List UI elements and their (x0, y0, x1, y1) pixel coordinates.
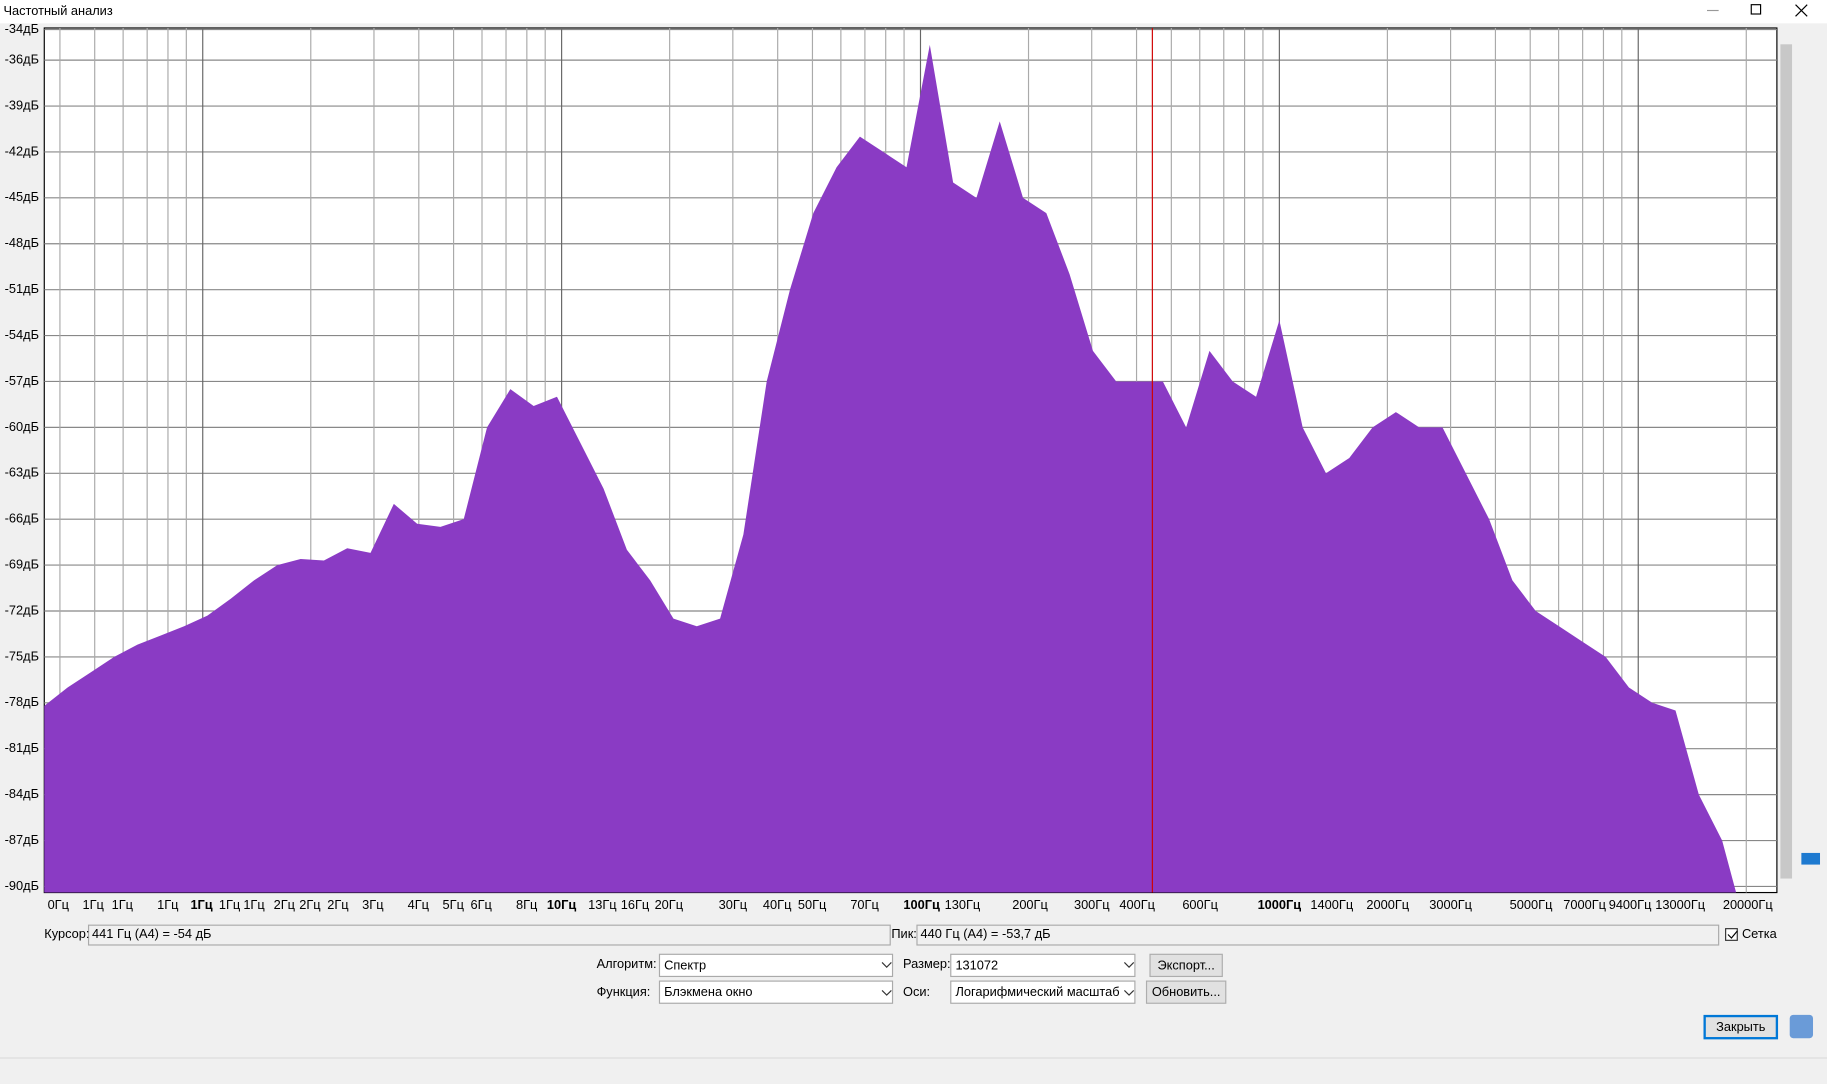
y-tick-label: -90дБ (5, 878, 39, 893)
title-bar (0, 0, 1827, 24)
x-tick-label: 3Гц (362, 897, 384, 912)
x-tick-label: 40Гц (763, 897, 792, 912)
scrollbar[interactable] (1780, 44, 1793, 879)
y-tick-label: -66дБ (5, 511, 39, 526)
x-tick-label: 13Гц (588, 897, 617, 912)
x-tick-label: 10Гц (547, 897, 576, 912)
x-tick-label: 200Гц (1012, 897, 1048, 912)
close: Закрыть (1716, 1019, 1766, 1034)
x-tick-label: 50Гц (798, 897, 827, 912)
x-tick-label: 30Гц (719, 897, 748, 912)
x-tick-label: 130Гц (945, 897, 981, 912)
y-tick-label: -78дБ (5, 694, 39, 709)
window-title: Частотный анализ (3, 3, 112, 18)
y-tick-label: -60дБ (5, 419, 39, 434)
x-tick-label: 5000Гц (1510, 897, 1553, 912)
x-tick-label: 20Гц (655, 897, 684, 912)
y-tick-label: -84дБ (5, 786, 39, 801)
grid-label: Сетка (1742, 926, 1778, 941)
x-tick-label: 100Гц (903, 897, 940, 912)
y-tick-label: -75дБ (5, 648, 39, 663)
function: Блэкмена окно (664, 984, 752, 999)
x-tick-label: 300Гц (1074, 897, 1110, 912)
x-tick-label: 13000Гц (1655, 897, 1706, 912)
algorithm-select[interactable] (658, 953, 894, 978)
y-tick-label: -36дБ (5, 52, 39, 67)
y-tick-label: -69дБ (5, 556, 39, 571)
x-tick-label: 2Гц (274, 897, 296, 912)
axis-label: Оси: (903, 984, 930, 999)
y-tick-label: -48дБ (5, 235, 39, 250)
size-select[interactable] (950, 953, 1136, 978)
x-tick-label: 5Гц (443, 897, 465, 912)
peak-box (916, 924, 1720, 946)
x-tick-label: 3000Гц (1429, 897, 1472, 912)
x-tick-label: 600Гц (1182, 897, 1218, 912)
y-tick-label: -87дБ (5, 832, 39, 847)
algorithm-label: Алгоритм: (597, 956, 657, 971)
x-tick-label: 70Гц (850, 897, 879, 912)
x-tick-label: 6Гц (471, 897, 493, 912)
x-tick-label: 0Гц (48, 897, 70, 912)
function-select[interactable] (658, 980, 894, 1004)
cursor-value: 441 Гц (A4) = -54 дБ (92, 926, 211, 941)
algorithm: Спектр (664, 957, 706, 972)
y-tick-label: -34дБ (5, 21, 39, 36)
grid-checkbox[interactable] (1725, 928, 1738, 941)
y-tick-label: -39дБ (5, 97, 39, 112)
cursor-box (87, 924, 891, 946)
x-tick-label: 1Гц (243, 897, 265, 912)
export-button[interactable] (1149, 953, 1223, 978)
y-tick-label: -57дБ (5, 373, 39, 388)
peak-label: Пик: (891, 926, 917, 941)
size-label: Размер: (903, 956, 951, 971)
refresh: Обновить... (1152, 984, 1221, 999)
axis: Логарифмический масштаб (955, 984, 1119, 999)
dropdown-arrows (881, 962, 1135, 996)
size: 131072 (955, 957, 998, 972)
x-tick-label: 1Гц (219, 897, 241, 912)
axis-select[interactable] (950, 980, 1136, 1004)
x-tick-label: 1Гц (190, 897, 212, 912)
close-x[interactable] (1795, 4, 1808, 17)
x-tick-label: 20000Гц (1723, 897, 1774, 912)
x-tick-label: 9400Гц (1609, 897, 1652, 912)
x-tick-label: 1Гц (112, 897, 134, 912)
y-tick-label: -42дБ (5, 143, 39, 158)
x-tick-label: 4Гц (408, 897, 430, 912)
x-tick-label: 2000Гц (1366, 897, 1409, 912)
x-tick-label: 2Гц (299, 897, 321, 912)
export: Экспорт... (1157, 957, 1214, 972)
x-tick-label: 8Гц (516, 897, 538, 912)
close-button[interactable] (1703, 1014, 1779, 1040)
x-tick-label: 1000Гц (1258, 897, 1302, 912)
function-label: Функция: (597, 984, 651, 999)
x-tick-label: 1Гц (157, 897, 179, 912)
restore[interactable] (1750, 4, 1762, 15)
x-tick-label: 2Гц (327, 897, 349, 912)
cursor-label: Курсор: (44, 926, 89, 941)
x-tick-label: 1Гц (83, 897, 105, 912)
y-tick-label: -81дБ (5, 740, 39, 755)
zoom-slider[interactable] (1801, 852, 1821, 865)
spectrum-area (44, 44, 1737, 893)
y-tick-label: -63дБ (5, 465, 39, 480)
x-tick-label: 1400Гц (1310, 897, 1353, 912)
refresh-button[interactable] (1145, 980, 1227, 1004)
x-tick-label: 16Гц (621, 897, 650, 912)
y-tick-label: -54дБ (5, 327, 39, 342)
y-tick-label: -51дБ (5, 281, 39, 296)
peak-value: 440 Гц (A4) = -53,7 дБ (920, 926, 1050, 941)
help-button[interactable] (1789, 1014, 1814, 1039)
check (1727, 930, 1738, 939)
x-tick-label: 400Гц (1119, 897, 1155, 912)
x-tick-label: 7000Гц (1563, 897, 1606, 912)
y-tick-label: -72дБ (5, 602, 39, 617)
y-tick-label: -45дБ (5, 189, 39, 204)
